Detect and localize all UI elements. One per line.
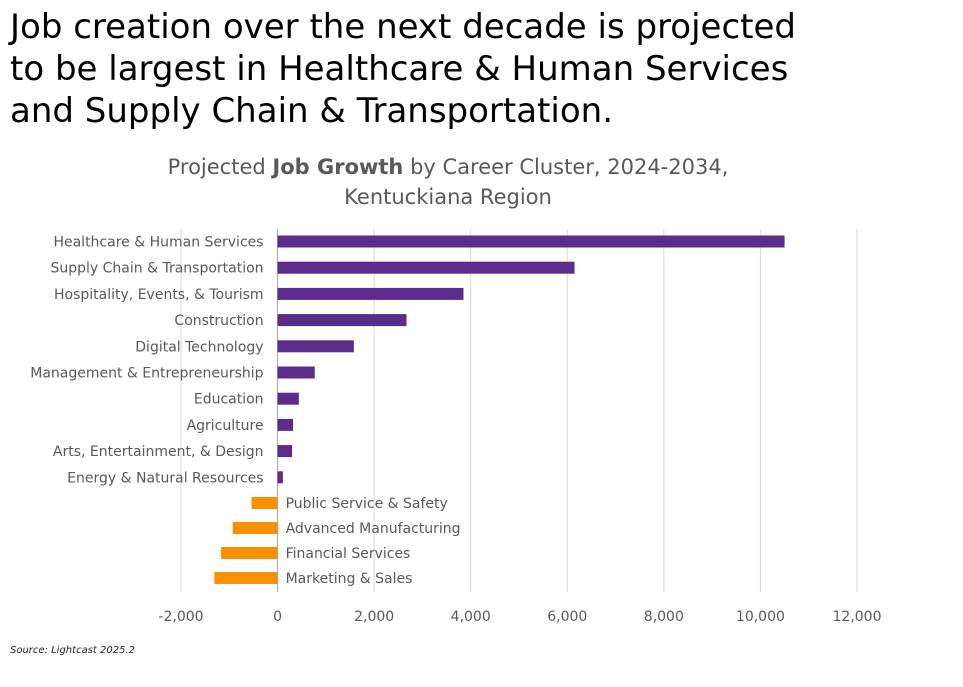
bar [277,418,294,431]
category-label: Management & Entrepreneurship [30,366,263,382]
bar [232,522,278,534]
headline: Job creation over the next decade is pro… [10,6,940,132]
category-label: Hospitality, Events, & Tourism [54,287,264,303]
bar [214,572,278,584]
x-tick-label: 8,000 [644,609,684,625]
headline-line-1: Job creation over the next decade is pro… [10,7,797,47]
x-tick-label: 6,000 [547,609,587,625]
category-label: Advanced Manufacturing [286,521,461,537]
category-label: Energy & Natural Resources [67,470,263,486]
chart-title-line-2: Kentuckiana Region [344,185,552,209]
x-tick-label: 10,000 [736,609,785,625]
category-label: Digital Technology [135,339,263,355]
bar [277,366,315,379]
headline-line-3: and Supply Chain & Transportation. [10,91,614,131]
bar [251,497,278,509]
category-label: Agriculture [187,418,264,434]
x-tick-label: 4,000 [451,609,491,625]
category-label: Public Service & Safety [286,496,448,512]
bar [277,340,354,353]
x-tick-label: 12,000 [833,609,882,625]
chart-title-bold: Job Growth [272,155,404,179]
bar [221,547,278,559]
bar [277,445,293,458]
category-label: Arts, Entertainment, & Design [53,444,264,460]
bar [277,261,575,274]
bar [277,392,299,405]
category-label: Financial Services [286,546,411,562]
chart-title-prefix: Projected [167,155,273,179]
bar [277,471,283,484]
bar [277,235,785,248]
chart-title: Projected Job Growth by Career Cluster, … [0,152,896,212]
x-tick-label: 2,000 [354,609,394,625]
bar [277,314,407,327]
x-tick-label: 0 [273,609,282,625]
chart-title-suffix: by Career Cluster, 2024-2034, [403,155,729,179]
category-label: Healthcare & Human Services [53,235,263,251]
category-label: Education [194,392,264,408]
x-tick-label: -2,000 [158,609,203,625]
source-note: Source: Lightcast 2025.2 [10,645,135,656]
category-label: Supply Chain & Transportation [51,261,264,277]
category-label: Marketing & Sales [286,571,413,587]
headline-line-2: to be largest in Healthcare & Human Serv… [10,49,789,89]
category-label: Construction [174,313,263,329]
bar [277,287,464,300]
